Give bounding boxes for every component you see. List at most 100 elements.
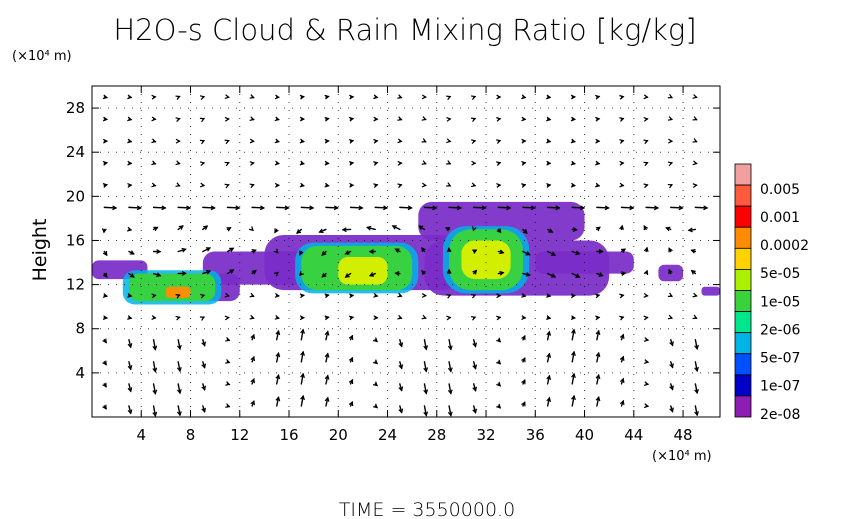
wind-vector-head-35 (151, 293, 157, 299)
wind-vector-head-313 (595, 116, 601, 122)
wind-vector-head-165 (372, 403, 378, 409)
wind-vector-head-170 (373, 293, 379, 298)
wind-vector-head-295 (570, 182, 576, 188)
wind-vector-head-91 (250, 377, 256, 384)
cloud-region-8 (701, 286, 720, 296)
wind-vector-head-12 (102, 138, 109, 144)
wind-vector-head-128 (296, 229, 302, 234)
wind-vector-head-24 (136, 205, 142, 211)
wind-vector-head-268 (521, 116, 527, 122)
wind-vector-head-219 (456, 205, 463, 211)
wind-vector-head-76 (225, 381, 231, 386)
wind-vector-122 (300, 351, 304, 363)
wind-vector-head-32 (152, 367, 158, 373)
wind-vector-head-179 (373, 94, 379, 100)
wind-vector-head-194 (397, 94, 403, 99)
wind-vector-head-189 (407, 205, 413, 211)
wind-vector-head-284 (546, 94, 552, 100)
wind-vector-head-107 (275, 351, 281, 358)
wind-vector-300 (596, 396, 600, 407)
wind-vector-head-348 (669, 341, 674, 347)
wind-vector-head-333 (643, 337, 650, 342)
wind-vector-head-184 (397, 314, 403, 320)
wind-vector-head-347 (669, 363, 674, 369)
wind-vector-head-286 (571, 372, 576, 379)
wind-vector-273 (546, 331, 551, 341)
wind-vector-head-66 (205, 269, 212, 275)
wind-vector-head-151 (348, 378, 354, 385)
wind-vector-9 (103, 206, 117, 209)
wind-vector-198 (423, 339, 427, 350)
wind-vector-head-180 (398, 408, 404, 414)
x-tick-label-4: 20 (329, 426, 348, 444)
wind-vector-head-20 (127, 293, 133, 298)
wind-vector-head-14 (102, 94, 109, 100)
grid (92, 86, 720, 417)
wind-vector-head-60 (201, 407, 206, 413)
wind-vector-head-255 (521, 401, 526, 407)
wind-vector-270 (546, 397, 551, 407)
wind-vector-head-315 (619, 399, 625, 406)
wind-vector-head-148 (324, 116, 330, 122)
wind-vector-head-84 (235, 205, 241, 211)
wind-vector-362 (694, 361, 698, 372)
wind-vector-head-18 (127, 343, 133, 349)
wind-vector-197 (423, 361, 427, 373)
wind-vector-head-273 (546, 330, 552, 336)
wind-vector-head-77 (225, 359, 231, 364)
wind-vector-head-372 (692, 138, 698, 143)
colorbar-segment-3 (734, 226, 752, 249)
wind-vector-head-198 (423, 345, 429, 351)
wind-vector-head-336 (643, 269, 649, 276)
y-axis-label: Height (29, 219, 51, 282)
colorbar-label-0: 0.005 (760, 182, 800, 198)
wind-vector-head-204 (432, 205, 438, 211)
wind-vector-head-322 (620, 248, 627, 253)
wind-vector-head-321 (621, 271, 627, 276)
wind-vector-head-227 (472, 364, 478, 370)
y-tick-label-4: 20 (66, 187, 85, 205)
wind-vector-46 (177, 383, 181, 394)
wind-vector-head-110 (274, 293, 280, 298)
wind-vector-head-16 (127, 387, 133, 393)
wind-vector-head-123 (300, 328, 305, 334)
wind-vector-286 (571, 373, 575, 385)
wind-vector-head-136 (324, 374, 330, 380)
wind-vector-head-178 (373, 116, 379, 122)
wind-vector-head-44 (151, 94, 157, 100)
colorbar-segment-7 (734, 311, 752, 334)
wind-vector-head-54 (186, 205, 192, 211)
wind-vector-head-39 (161, 205, 167, 211)
cloud-peak-2 (165, 286, 191, 298)
wind-vector-head-13 (102, 116, 109, 122)
wind-vector-234 (473, 206, 487, 209)
wind-vector-head-289 (570, 315, 576, 321)
wind-vector-head-69 (210, 205, 216, 211)
wind-vector-head-176 (373, 161, 379, 166)
wind-vector-69 (202, 206, 216, 209)
wind-vector-144 (325, 206, 339, 209)
wind-vector-213 (448, 339, 452, 351)
wind-vector-head-196 (423, 389, 429, 395)
wind-vector-head-349 (667, 314, 674, 320)
wind-vector-head-141 (321, 272, 327, 278)
wind-vector-head-81 (229, 269, 235, 274)
wind-vector-head-329 (619, 94, 625, 100)
wind-vector-head-30 (152, 411, 158, 417)
wind-vector-18 (128, 339, 132, 348)
wind-vector-301 (596, 374, 600, 385)
colorbar-label-7: 1e-07 (760, 379, 800, 395)
wind-vector-head-169 (373, 315, 379, 321)
wind-vector-head-181 (398, 386, 404, 392)
wind-vector-174 (374, 206, 388, 209)
wind-vector-head-248 (496, 228, 502, 234)
wind-vector-head-71 (199, 161, 206, 167)
wind-vector-head-319 (619, 315, 625, 321)
wind-vector-head-59 (175, 95, 181, 100)
wind-vector-363 (694, 339, 698, 350)
plot-frame (91, 85, 721, 418)
wind-vector-108 (276, 330, 280, 341)
wind-vector-204 (423, 206, 437, 209)
wind-vector-head-161 (348, 160, 355, 166)
wind-vector-head-291 (575, 273, 581, 278)
